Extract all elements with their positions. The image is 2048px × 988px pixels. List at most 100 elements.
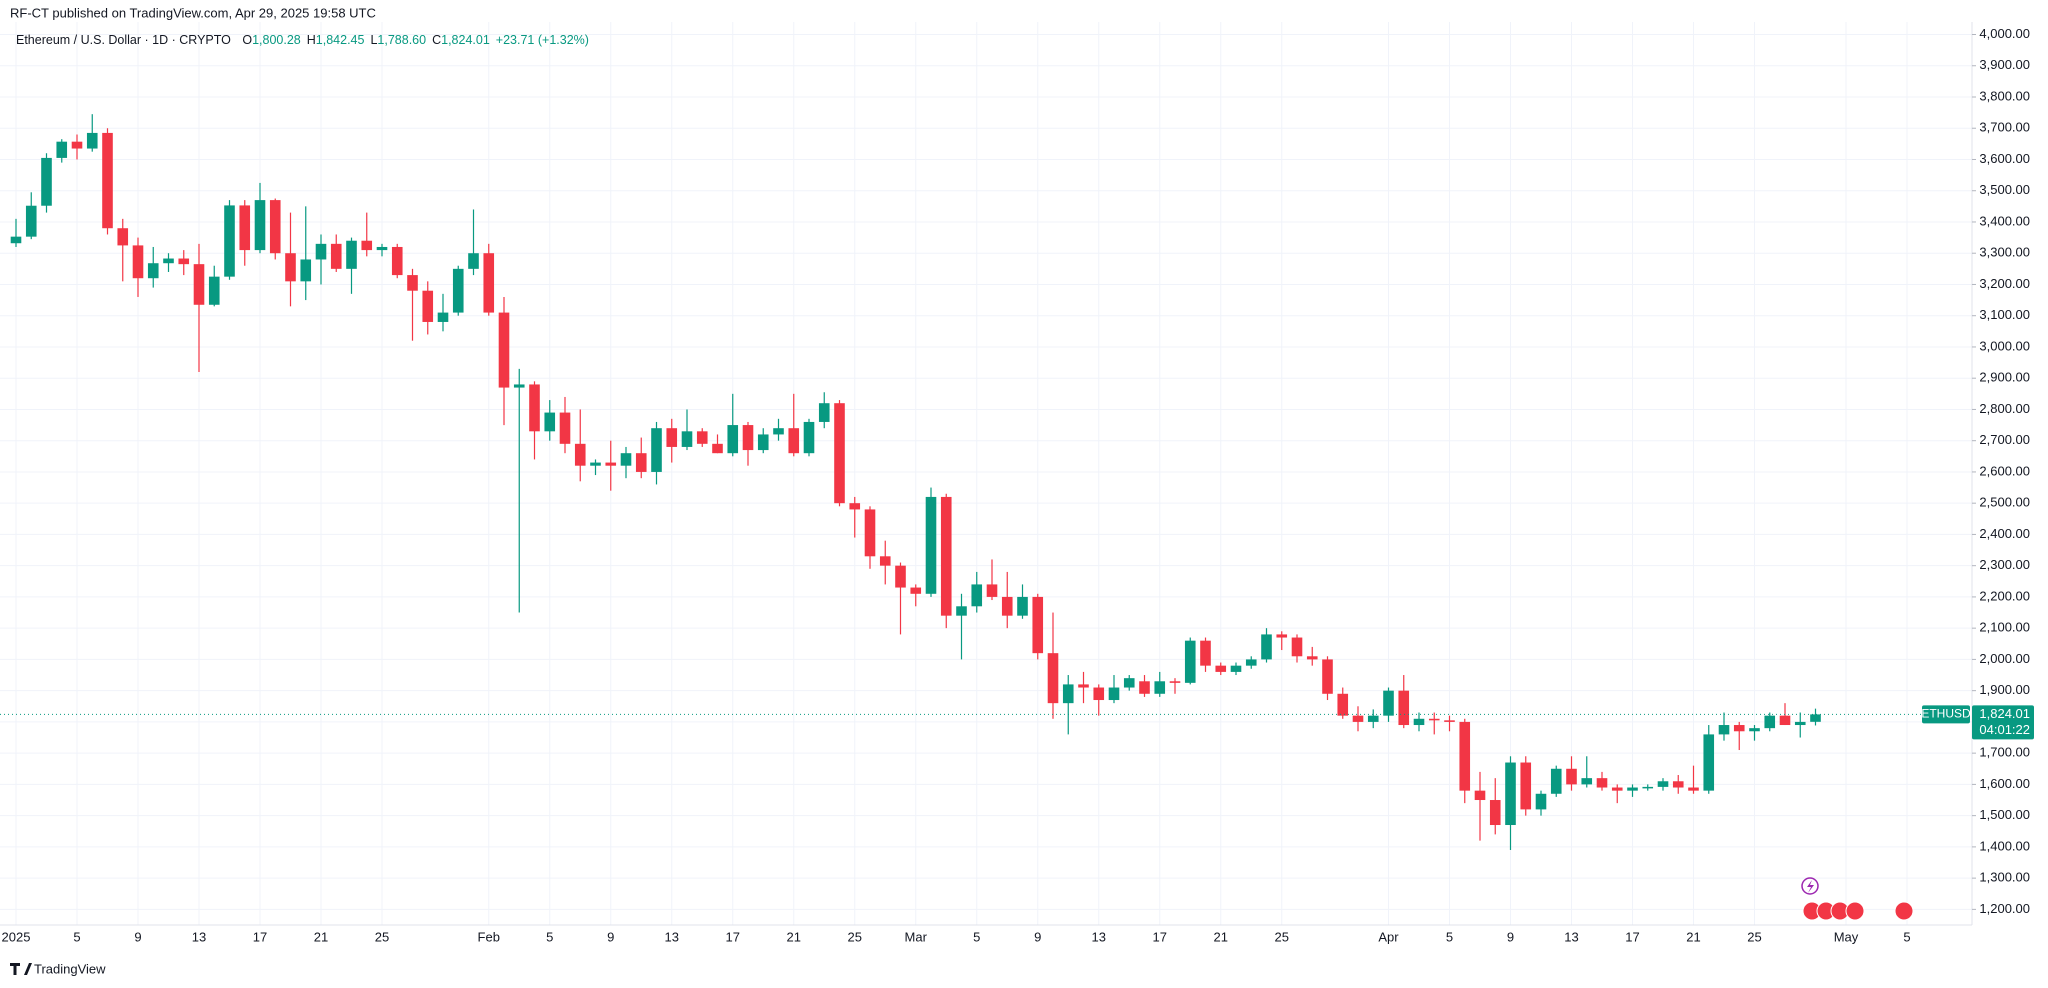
ohlc-value: 1,824.01 — [441, 33, 490, 47]
candle-body — [1367, 715, 1379, 722]
candle-body — [315, 243, 327, 260]
y-tick-label: 3,400.00 — [1979, 213, 2030, 228]
candle-body — [1108, 687, 1120, 701]
candle-body — [1611, 787, 1623, 791]
candle-body — [590, 462, 601, 466]
y-tick-label: 2,800.00 — [1979, 401, 2030, 416]
candle-body — [1718, 725, 1730, 735]
candle-body — [559, 412, 571, 444]
x-tick-label: 9 — [134, 929, 141, 944]
last-price-label: 1,824.01 — [1979, 706, 2030, 721]
candle-body — [513, 384, 525, 388]
candle-body — [56, 141, 68, 158]
price-box — [1972, 705, 2034, 740]
x-tick-label: 25 — [848, 929, 862, 944]
candle-body — [1230, 665, 1242, 672]
x-tick-label: 25 — [1747, 929, 1761, 944]
y-tick-label: 3,500.00 — [1979, 182, 2030, 197]
y-tick-label: 2,200.00 — [1979, 588, 2030, 603]
candle-body — [407, 275, 418, 291]
x-tick-label: 21 — [1214, 929, 1228, 944]
candle-body — [498, 312, 510, 388]
candle-body — [1749, 728, 1760, 732]
y-tick-label: 1,700.00 — [1979, 745, 2030, 760]
candle-body — [1764, 715, 1776, 729]
x-tick-label: 9 — [1507, 929, 1514, 944]
lightning-glyph — [1807, 880, 1814, 893]
candle-body — [422, 290, 434, 322]
candle-body — [1703, 734, 1715, 791]
candle-body — [1779, 715, 1791, 726]
candle-body — [102, 132, 113, 229]
candle-body — [1154, 681, 1166, 694]
candle-body — [1627, 787, 1638, 791]
candle-body — [605, 462, 617, 466]
candle-body — [818, 403, 830, 422]
candle-body — [25, 205, 37, 237]
x-tick-label: 25 — [375, 929, 389, 944]
y-tick-label: 3,600.00 — [1979, 151, 2030, 166]
ohlc-value: 1,842.45 — [316, 33, 365, 47]
candle-body — [803, 421, 815, 454]
candle-body — [1139, 681, 1150, 694]
candle-body — [1657, 781, 1669, 787]
candle-body — [71, 141, 83, 149]
flag-icon — [1845, 901, 1865, 921]
candle-body — [1688, 787, 1699, 791]
candle-body — [681, 431, 693, 447]
y-tick-label: 3,000.00 — [1979, 338, 2030, 353]
x-tick-label: 5 — [1903, 929, 1910, 944]
candle-body — [163, 258, 174, 264]
x-tick-label: 13 — [192, 929, 206, 944]
candle-body — [376, 246, 388, 251]
candle-body — [1322, 659, 1333, 694]
candle-body — [1444, 720, 1455, 722]
y-tick-label: 1,300.00 — [1979, 870, 2030, 885]
candle-body — [483, 253, 495, 313]
candle-body — [574, 443, 586, 466]
candle-body — [742, 425, 754, 451]
x-tick-label: 17 — [1153, 929, 1167, 944]
candle-body — [224, 205, 235, 277]
x-tick-label: 13 — [1564, 929, 1578, 944]
y-tick-label: 1,600.00 — [1979, 776, 2030, 791]
candle-body — [1245, 659, 1257, 666]
candle-body — [666, 428, 678, 447]
candles — [10, 114, 1821, 851]
y-tick-label: 2,100.00 — [1979, 620, 2030, 635]
candle-body — [1474, 790, 1486, 801]
candle-body — [544, 412, 556, 432]
ohlc-value: 1,800.28 — [252, 33, 301, 47]
candle-body — [971, 584, 983, 607]
candle-body — [208, 276, 220, 305]
candle-body — [1520, 762, 1532, 810]
ohlc-prefix: L — [370, 33, 377, 47]
candle-body — [635, 453, 647, 472]
candle-body — [696, 431, 708, 444]
candle-body — [1413, 718, 1425, 726]
candle-body — [1047, 653, 1059, 704]
candle-body — [1398, 690, 1410, 726]
candle-body — [1291, 637, 1303, 657]
y-tick-label: 3,900.00 — [1979, 57, 2030, 72]
candle-body — [254, 200, 266, 251]
candle-body — [300, 259, 312, 282]
candle-body — [1261, 634, 1272, 660]
candle-body — [1093, 687, 1105, 701]
brand: TradingView — [10, 961, 106, 976]
y-tick-label: 1,400.00 — [1979, 838, 2030, 853]
y-tick-label: 2,400.00 — [1979, 526, 2030, 541]
y-tick-label: 1,200.00 — [1979, 901, 2030, 916]
candle-body — [1352, 715, 1364, 722]
candle-body — [239, 205, 251, 251]
candle-body — [529, 384, 540, 432]
y-tick-label: 2,000.00 — [1979, 651, 2030, 666]
candle-body — [1566, 768, 1577, 785]
candle-body — [1306, 656, 1318, 660]
candle-body — [437, 312, 449, 322]
change: +23.71 (+1.32%) — [496, 33, 589, 47]
x-tick-label: 13 — [1092, 929, 1106, 944]
y-tick-label: 3,200.00 — [1979, 276, 2030, 291]
candle-body — [910, 587, 922, 594]
y-tick-label: 2,900.00 — [1979, 370, 2030, 385]
